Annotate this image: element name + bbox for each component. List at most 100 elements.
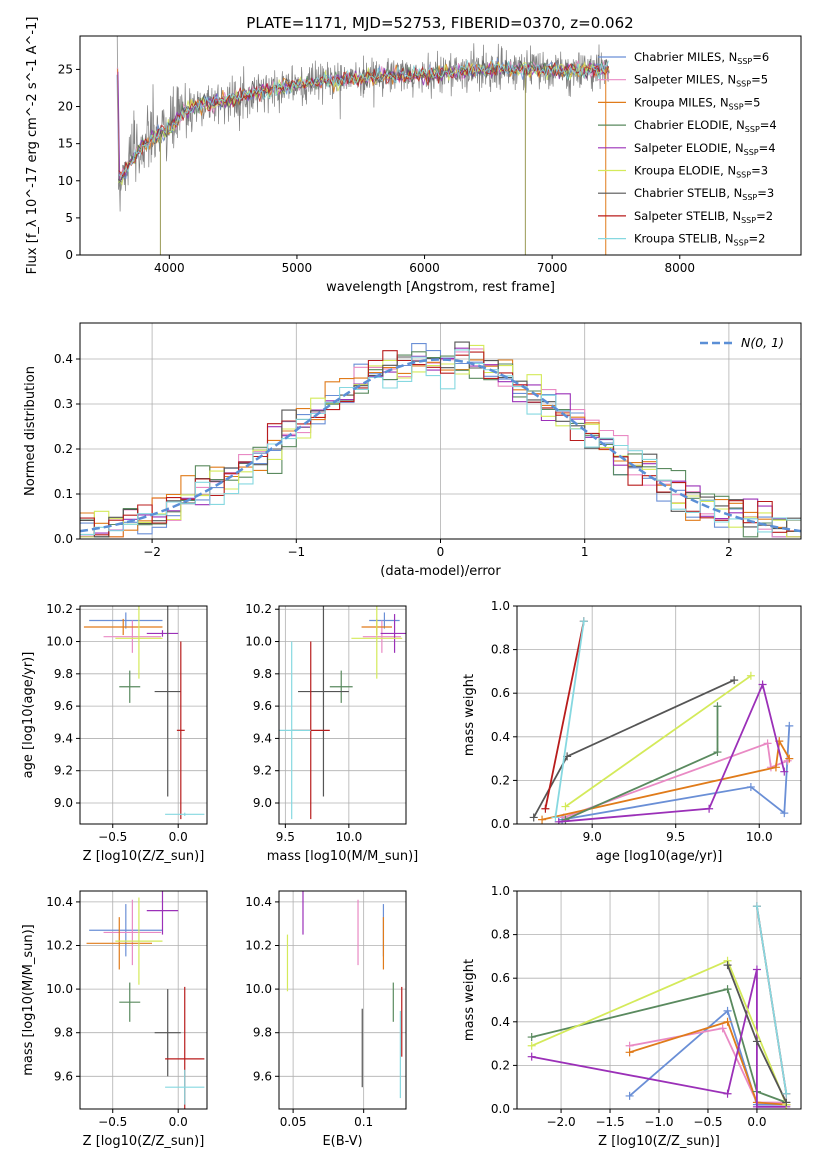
- y-tick-label: 0.3: [54, 397, 73, 411]
- legend-label-tail: =4: [759, 141, 776, 155]
- massweight-marker: [551, 813, 560, 822]
- y-tick-label: 0.2: [54, 442, 73, 456]
- y-tick-label: 9.2: [54, 764, 73, 778]
- x-tick-label: 7000: [537, 261, 568, 275]
- x-tick-label: 10.0: [746, 830, 773, 844]
- x-tick-label: 8000: [664, 261, 695, 275]
- y-tick-label: 10.0: [245, 982, 272, 996]
- massweight-marker: [538, 815, 547, 824]
- y-tick-label: 9.6: [253, 1069, 272, 1083]
- legend-label: Chabrier ELODIE, NSSP=4: [634, 118, 777, 134]
- plot-area: [286, 891, 403, 1099]
- y-tick-label: 0.2: [491, 1058, 510, 1072]
- massweight-marker: [718, 1024, 727, 1033]
- massweight-marker: [785, 754, 794, 763]
- axes-frame: [79, 605, 208, 825]
- x-axis-label: mass [log10(M/M_sun)]: [267, 849, 419, 864]
- massweight-marker: [527, 1041, 536, 1050]
- legend-label-tail: =3: [757, 186, 774, 200]
- y-tick-label: 9.8: [54, 667, 73, 681]
- panel-mass-vs-EBV: 0.05 0.1 9.6 9.8 10.0 10.2 10.4 E(B-V): [245, 890, 407, 1149]
- massweight-marker: [713, 748, 722, 757]
- legend-label: Kroupa ELODIE, NSSP=3: [634, 164, 768, 180]
- panel-age-vs-mass: 9.5 10.0 9.0 9.2 9.4 9.6 9.8 10.0 10.2 mass [log1…: [245, 602, 419, 864]
- y-tick-label: 10.2: [46, 602, 73, 616]
- x-tick-label: −2.0: [546, 1115, 575, 1129]
- massweight-line: [564, 675, 752, 808]
- massweight-line: [561, 725, 791, 821]
- massweight-line: [563, 742, 788, 819]
- spectrum-observed-line: [116, 36, 610, 212]
- histogram-step: [80, 351, 801, 538]
- y-tick-label: 9.0: [253, 796, 272, 810]
- legend-label-main: Salpeter ELODIE, N: [634, 141, 744, 155]
- x-tick-label: −1.0: [644, 1115, 673, 1129]
- x-tick-label: 0.05: [280, 1115, 307, 1129]
- massweight-marker: [771, 763, 780, 772]
- legend-label-main: Chabrier STELIB, N: [634, 186, 742, 200]
- massweight-marker: [723, 1017, 732, 1026]
- y-tick-label: 9.8: [54, 1026, 73, 1040]
- x-axis-label: Z [log10(Z/Z_sun)]: [598, 1134, 720, 1149]
- y-tick-label: 10.0: [46, 635, 73, 649]
- y-axis-label: mass weight: [462, 674, 477, 756]
- y-tick-label: 0.2: [491, 773, 510, 787]
- y-tick-label: 0.6: [491, 686, 510, 700]
- massweight-marker: [785, 721, 794, 730]
- panel-age-vs-Z: −0.5 0.0 9.0 9.2 9.4 9.6 9.8 10.0 10.2 Z [log10(Z…: [21, 602, 208, 864]
- legend-label-sub: SSP: [744, 148, 759, 157]
- legend-label-sub: SSP: [737, 57, 752, 66]
- x-tick-label: 10.0: [335, 830, 362, 844]
- legend-label: N(0, 1): [741, 335, 784, 350]
- legend-label: Kroupa STELIB, NSSP=2: [634, 232, 765, 248]
- x-tick-label: −2: [143, 545, 161, 559]
- y-tick-label: 10.0: [245, 635, 272, 649]
- legend-label-tail: =5: [744, 95, 761, 109]
- y-tick-label: 0.4: [54, 352, 73, 366]
- massweight-line: [541, 738, 791, 821]
- y-tick-label: 10.2: [46, 939, 73, 953]
- y-tick-label: 1.0: [491, 599, 510, 613]
- legend-label-tail: =4: [760, 118, 777, 132]
- massweight-line: [629, 1009, 787, 1106]
- plot-area: [86, 891, 205, 1109]
- x-tick-label: 4000: [154, 261, 185, 275]
- massweight-marker: [752, 965, 761, 974]
- y-tick-label: 9.0: [54, 796, 73, 810]
- massweight-marker: [625, 1091, 634, 1100]
- legend-label-sub: SSP: [736, 171, 751, 180]
- massweight-line: [554, 621, 585, 818]
- y-tick-label: 1.0: [491, 884, 510, 898]
- legend-label-tail: =2: [756, 209, 773, 223]
- massweight-marker: [561, 815, 570, 824]
- y-tick-label: 5: [65, 211, 73, 225]
- legend-label: Kroupa MILES, NSSP=5: [634, 95, 760, 111]
- massweight-marker: [723, 961, 732, 970]
- massweight-marker: [783, 756, 792, 765]
- massweight-marker: [527, 1033, 536, 1042]
- massweight-marker: [780, 767, 789, 776]
- legend-label-main: Chabrier ELODIE, N: [634, 118, 745, 132]
- x-tick-label: 0.0: [169, 830, 188, 844]
- figure-title: PLATE=1171, MJD=52753, FIBERID=0370, z=0…: [246, 14, 633, 32]
- legend-label-sub: SSP: [742, 193, 757, 202]
- legend-label: Salpeter STELIB, NSSP=2: [634, 209, 773, 225]
- legend-label-main: Kroupa ELODIE, N: [634, 164, 736, 178]
- massweight-line: [544, 621, 585, 809]
- massweight-line: [629, 1020, 787, 1106]
- legend-label-tail: =5: [751, 73, 768, 87]
- plot-area: [279, 606, 406, 820]
- legend-label-sub: SSP: [745, 125, 760, 134]
- y-tick-label: 10.4: [46, 895, 73, 909]
- x-tick-label: 0: [437, 545, 445, 559]
- massweight-marker: [752, 902, 761, 911]
- massweight-marker: [780, 809, 789, 818]
- massweight-marker: [713, 702, 722, 711]
- y-tick-label: 10.4: [245, 895, 272, 909]
- x-tick-label: 0.1: [354, 1115, 373, 1129]
- panel-mass-vs-Z: −0.5 0.0 9.6 9.8 10.0 10.2 10.4 Z [log10(Z/Z_su…: [21, 890, 208, 1149]
- legend-label-main: Chabrier MILES, N: [634, 50, 737, 64]
- legend-label-tail: =3: [751, 164, 768, 178]
- y-axis-label: mass [log10(M/M_sun)]: [21, 924, 36, 1076]
- y-axis-label: Normed distribution: [23, 366, 38, 496]
